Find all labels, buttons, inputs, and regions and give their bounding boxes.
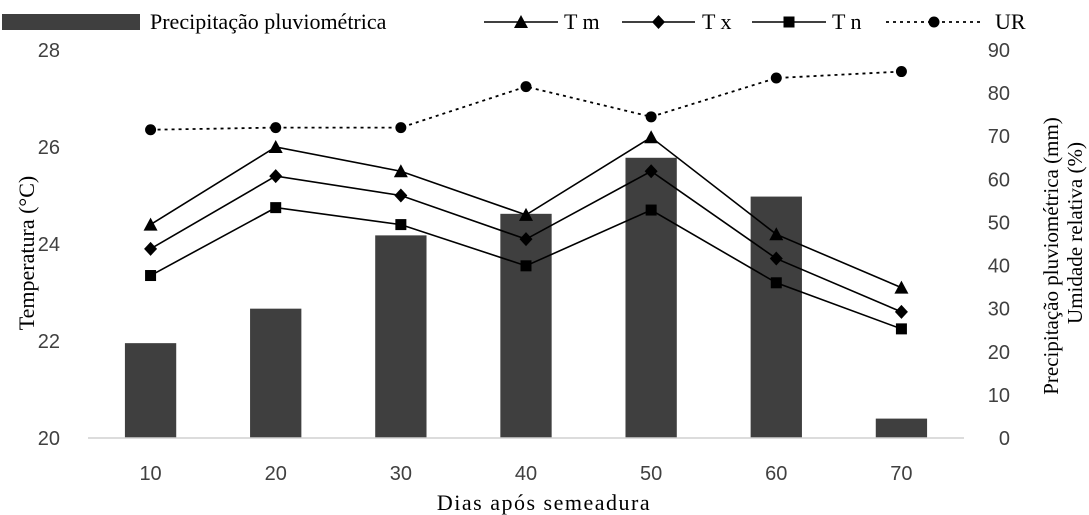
marker-t-x: [269, 169, 283, 184]
left-tick-label: 22: [38, 331, 60, 353]
legend: Precipitação pluviométrica T m T x T n UR: [2, 9, 1026, 34]
right-tick-label: 70: [988, 126, 1010, 148]
marker-ur: [895, 66, 907, 78]
legend-swatch-precipitação-pluviométrica: [2, 14, 140, 30]
x-tick-label: 20: [265, 463, 287, 485]
marker-ur: [645, 111, 657, 123]
marker-t-x: [394, 188, 408, 203]
left-tick-label: 26: [38, 137, 60, 159]
precipitation-bar: [375, 235, 427, 438]
marker-t-n: [270, 202, 282, 214]
right-axis-title-precipitation: Precipitação pluviométrica (mm): [1039, 117, 1063, 395]
left-tick-label: 24: [38, 234, 60, 256]
marker-ur: [270, 122, 282, 134]
x-tick-label: 10: [139, 463, 161, 485]
series-line-ur: [150, 70, 902, 131]
marker-ur: [770, 72, 782, 84]
right-tick-label: 10: [988, 385, 1010, 407]
x-axis-title: Dias após semeadura: [437, 490, 651, 515]
right-tick-label: 40: [988, 256, 1010, 278]
x-tick-label: 60: [765, 463, 787, 485]
right-tick-label: 20: [988, 342, 1010, 364]
marker-ur: [395, 122, 407, 134]
x-tick-label: 70: [890, 463, 912, 485]
right-tick-label: 60: [988, 169, 1010, 191]
marker-t-x: [769, 251, 783, 266]
marker-t-n: [520, 260, 532, 272]
precipitation-bar: [500, 213, 552, 438]
marker-t-n: [645, 204, 657, 216]
right-axis-ticks: 0 10 20 30 40 50 60 70 80 90: [988, 40, 1010, 450]
series-markers: [143, 66, 909, 335]
marker-t-x: [894, 304, 908, 319]
x-tick-label: 50: [640, 463, 662, 485]
marker-t-m: [894, 280, 909, 294]
right-tick-label: 0: [999, 428, 1010, 450]
right-tick-label: 90: [988, 40, 1010, 62]
marker-t-x: [519, 232, 533, 247]
marker-t-n: [395, 219, 407, 231]
x-tick-label: 30: [390, 463, 412, 485]
x-tick-label: 40: [515, 463, 537, 485]
legend-label-ur: UR: [995, 9, 1026, 34]
marker-ur: [520, 81, 532, 93]
marker-ur: [145, 124, 157, 136]
legend-marker-ur: [928, 16, 940, 28]
right-tick-label: 50: [988, 212, 1010, 234]
marker-t-m: [644, 130, 659, 144]
marker-t-n: [895, 323, 907, 335]
marker-t-m: [519, 207, 533, 221]
x-axis-ticks: 10 20 30 40 50 60 70: [139, 463, 912, 485]
legend-label-precipitação-pluviométrica: Precipitação pluviométrica: [150, 9, 387, 34]
marker-t-m: [393, 164, 408, 178]
marker-t-m: [769, 227, 784, 241]
legend-marker-t-m: [514, 15, 528, 28]
precipitation-bar: [250, 308, 302, 438]
legend-marker-t-x: [652, 15, 665, 29]
legend-label-t-n: T n: [832, 9, 862, 34]
right-tick-label: 30: [988, 299, 1010, 321]
marker-t-m: [268, 140, 283, 153]
precipitation-bar: [875, 418, 928, 438]
right-tick-label: 80: [988, 83, 1010, 105]
marker-t-n: [770, 277, 782, 289]
left-tick-label: 28: [38, 40, 60, 62]
left-axis-ticks: 20 22 24 26 28: [38, 40, 60, 450]
marker-t-m: [143, 217, 158, 231]
precipitation-bar: [625, 157, 677, 438]
right-axis-title-humidity: Umidade relativa (%): [1063, 142, 1087, 324]
legend-label-t-m: T m: [564, 9, 600, 34]
left-axis-title: Temperatura (°C): [14, 176, 39, 330]
marker-t-n: [145, 270, 157, 282]
precipitation-bars: [124, 157, 928, 438]
legend-label-t-x: T x: [702, 9, 732, 34]
left-tick-label: 20: [38, 428, 60, 450]
legend-marker-t-n: [783, 16, 795, 28]
precipitation-bar: [124, 343, 177, 438]
marker-t-x: [144, 241, 158, 256]
marker-t-x: [644, 164, 658, 179]
